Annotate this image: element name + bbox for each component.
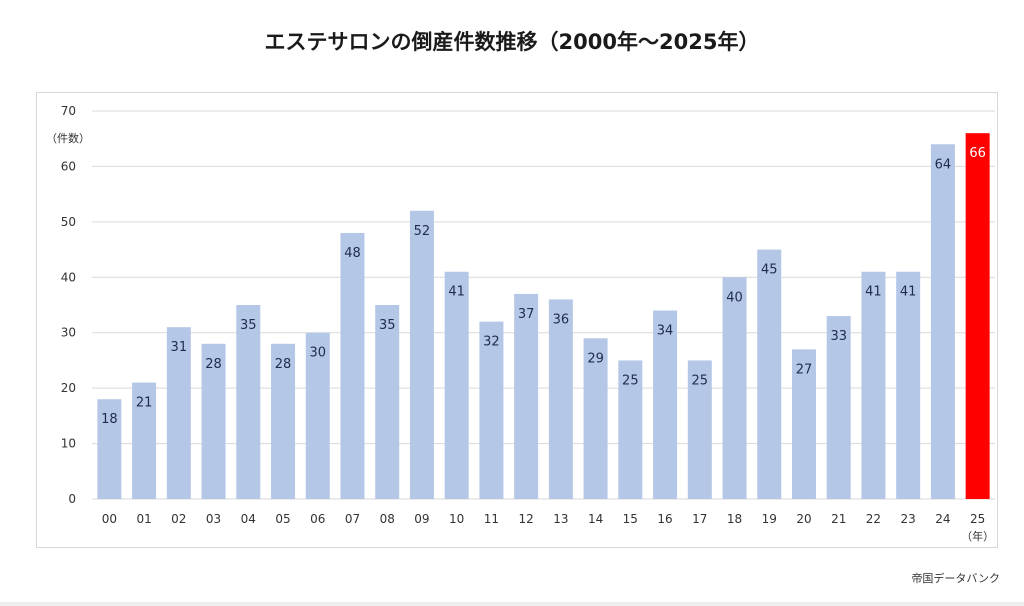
x-tick-label: 21: [831, 512, 846, 526]
data-label: 21: [136, 396, 153, 411]
data-label: 64: [935, 157, 952, 172]
y-tick-label: 30: [61, 326, 76, 340]
data-label: 25: [622, 373, 639, 388]
x-tick-label: 13: [553, 512, 568, 526]
bar: [791, 349, 816, 499]
data-label: 18: [101, 412, 118, 427]
bar: [514, 293, 539, 499]
data-label: 45: [761, 263, 778, 278]
bar: [653, 310, 678, 499]
y-tick-label: 60: [61, 159, 76, 173]
bottom-rule: [0, 602, 1024, 606]
data-label: 41: [448, 285, 465, 300]
y-tick-label: 40: [61, 270, 76, 284]
bar: [166, 327, 191, 499]
chart-title: エステサロンの倒産件数推移（2000年～2025年）: [264, 30, 760, 54]
data-label: 36: [553, 312, 570, 327]
x-tick-label: 22: [866, 512, 881, 526]
bar: [409, 210, 434, 499]
x-tick-label: 15: [623, 512, 638, 526]
y-axis-unit-label: （件数）: [46, 132, 90, 145]
y-tick-label: 50: [61, 215, 76, 229]
y-tick-label: 20: [61, 381, 76, 395]
data-label: 28: [205, 357, 222, 372]
data-label: 48: [344, 246, 361, 261]
x-tick-label: 23: [901, 512, 916, 526]
bar: [722, 277, 747, 499]
bar: [444, 271, 469, 499]
x-tick-label: 01: [136, 512, 151, 526]
bar: [618, 360, 643, 499]
data-label: 31: [171, 340, 188, 355]
bar: [965, 133, 990, 499]
data-label: 35: [379, 318, 396, 333]
data-label: 37: [518, 307, 535, 322]
x-tick-label: 08: [380, 512, 395, 526]
data-label: 32: [483, 335, 500, 350]
bar: [548, 299, 573, 499]
x-tick-label: 06: [310, 512, 325, 526]
data-label: 41: [865, 285, 882, 300]
bar: [271, 343, 296, 499]
bar: [201, 343, 226, 499]
data-label: 41: [900, 285, 917, 300]
x-tick-label: 10: [449, 512, 464, 526]
x-tick-label: 24: [935, 512, 950, 526]
data-label: 40: [726, 290, 743, 305]
data-label: 34: [657, 324, 674, 339]
bar: [896, 271, 921, 499]
data-label: 35: [240, 318, 257, 333]
x-tick-label: 09: [414, 512, 429, 526]
x-tick-label: 18: [727, 512, 742, 526]
x-tick-label: 02: [171, 512, 186, 526]
y-tick-label: 70: [61, 104, 76, 118]
bar: [375, 305, 400, 499]
data-label: 29: [587, 351, 604, 366]
x-tick-label: 12: [518, 512, 533, 526]
y-tick-label: 0: [68, 492, 76, 506]
x-tick-label: 19: [762, 512, 777, 526]
bar: [340, 232, 365, 499]
bar: [861, 271, 886, 499]
x-tick-label: 16: [657, 512, 672, 526]
x-tick-label: 07: [345, 512, 360, 526]
x-tick-label: 00: [102, 512, 117, 526]
x-tick-label: 25: [970, 512, 985, 526]
x-tick-label: 03: [206, 512, 221, 526]
bar: [583, 338, 608, 499]
bar: [305, 332, 330, 499]
source-label: 帝国データバンク: [911, 572, 1000, 585]
bar: [132, 382, 157, 499]
data-label: 66: [969, 146, 986, 161]
data-label: 25: [692, 373, 709, 388]
bar: [97, 399, 122, 499]
bar: [236, 305, 261, 499]
bar: [479, 321, 504, 499]
x-axis-unit-label: （年）: [961, 529, 994, 543]
data-label: 33: [830, 329, 847, 344]
bar: [687, 360, 712, 499]
data-label: 28: [275, 357, 292, 372]
bar: [826, 316, 851, 499]
data-label: 30: [309, 346, 326, 361]
data-label: 27: [796, 362, 813, 377]
x-tick-label: 05: [275, 512, 290, 526]
bar: [757, 249, 782, 499]
x-tick-label: 11: [484, 512, 499, 526]
bar: [930, 144, 955, 499]
x-tick-label: 20: [796, 512, 811, 526]
x-tick-label: 14: [588, 512, 603, 526]
x-tick-label: 04: [241, 512, 256, 526]
data-label: 52: [414, 224, 431, 239]
x-tick-label: 17: [692, 512, 707, 526]
y-tick-label: 10: [61, 437, 76, 451]
